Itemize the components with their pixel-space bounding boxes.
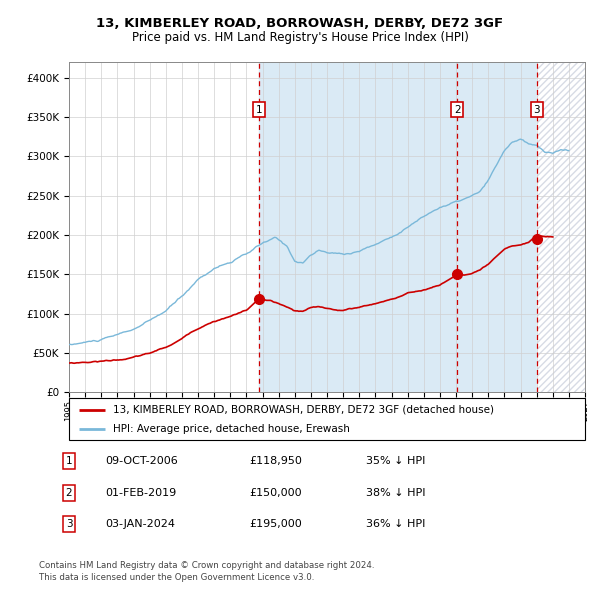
Text: 09-OCT-2006: 09-OCT-2006	[105, 457, 178, 466]
Bar	[259, 62, 537, 392]
Text: Price paid vs. HM Land Registry's House Price Index (HPI): Price paid vs. HM Land Registry's House …	[131, 31, 469, 44]
Text: 13, KIMBERLEY ROAD, BORROWASH, DERBY, DE72 3GF (detached house): 13, KIMBERLEY ROAD, BORROWASH, DERBY, DE…	[113, 405, 494, 415]
Text: £118,950: £118,950	[249, 457, 302, 466]
Text: 1: 1	[256, 105, 262, 115]
Bar	[537, 62, 585, 392]
Text: 2: 2	[65, 488, 73, 497]
Text: 01-FEB-2019: 01-FEB-2019	[105, 488, 176, 497]
Text: 36% ↓ HPI: 36% ↓ HPI	[366, 519, 425, 529]
Text: 1: 1	[65, 457, 73, 466]
Text: £150,000: £150,000	[249, 488, 302, 497]
Text: Contains HM Land Registry data © Crown copyright and database right 2024.: Contains HM Land Registry data © Crown c…	[39, 560, 374, 570]
Text: 2: 2	[454, 105, 461, 115]
Bar	[537, 62, 585, 392]
Text: 38% ↓ HPI: 38% ↓ HPI	[366, 488, 425, 497]
Text: This data is licensed under the Open Government Licence v3.0.: This data is licensed under the Open Gov…	[39, 572, 314, 582]
Text: 13, KIMBERLEY ROAD, BORROWASH, DERBY, DE72 3GF: 13, KIMBERLEY ROAD, BORROWASH, DERBY, DE…	[97, 17, 503, 30]
Text: £195,000: £195,000	[249, 519, 302, 529]
Text: 3: 3	[65, 519, 73, 529]
Text: 35% ↓ HPI: 35% ↓ HPI	[366, 457, 425, 466]
Text: 03-JAN-2024: 03-JAN-2024	[105, 519, 175, 529]
Text: HPI: Average price, detached house, Erewash: HPI: Average price, detached house, Erew…	[113, 424, 350, 434]
Text: 3: 3	[533, 105, 540, 115]
